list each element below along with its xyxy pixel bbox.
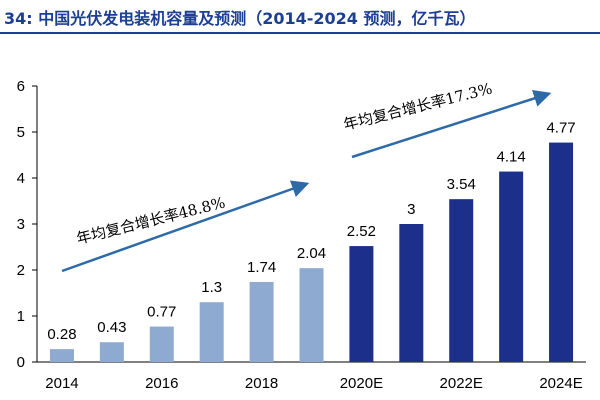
- bar-2022E: [449, 199, 474, 362]
- x-tick-label: 2020E: [340, 375, 383, 392]
- y-tick-label: 2: [17, 262, 25, 279]
- data-label-2018: 1.74: [247, 259, 276, 276]
- data-label-2016: 0.77: [147, 304, 176, 321]
- bar-2023E: [499, 171, 524, 362]
- data-label-2022E: 3.54: [447, 176, 476, 193]
- trend-arrow-forecast: [351, 89, 552, 159]
- bar-2018: [249, 281, 274, 362]
- title-bar: 34: 中国光伏发电装机容量及预测（2014-2024 预测，亿千瓦）: [0, 0, 600, 34]
- data-label-2019: 2.04: [297, 245, 326, 262]
- data-label-2021E: 3: [407, 201, 415, 218]
- y-tick-label: 3: [17, 216, 25, 233]
- chart-title: 34: 中国光伏发电装机容量及预测（2014-2024 预测，亿千瓦）: [4, 9, 476, 28]
- y-tick-label: 6: [17, 78, 25, 95]
- y-tick-label: 5: [17, 124, 25, 141]
- cagr-annotation-forecast: 年均复合增长率17.3%: [342, 79, 494, 133]
- bar-2019: [299, 268, 324, 362]
- data-label-2015: 0.43: [97, 319, 126, 336]
- bar-2016: [149, 326, 174, 362]
- data-label-2017: 1.3: [201, 279, 222, 296]
- x-tick-label: 2014: [45, 375, 78, 392]
- data-label-2024E: 4.77: [546, 120, 575, 137]
- y-tick-label: 4: [17, 170, 25, 187]
- x-tick-label: 2024E: [539, 375, 582, 392]
- bar-2024E: [549, 142, 574, 362]
- data-label-2023E: 4.14: [497, 149, 526, 166]
- data-label-2014: 0.28: [47, 326, 76, 343]
- bar-2014: [49, 349, 74, 362]
- x-tick-label: 2022E: [440, 375, 483, 392]
- x-tick-label: 2018: [245, 375, 278, 392]
- y-tick-label: 0: [17, 354, 25, 371]
- data-label-2020E: 2.52: [347, 223, 376, 240]
- trend-arrow-actual: [61, 180, 310, 273]
- y-tick-label: 1: [17, 308, 25, 325]
- bar-2015: [99, 342, 124, 362]
- title-underline: [0, 32, 600, 34]
- x-tick-label: 2016: [145, 375, 178, 392]
- bar-2021E: [399, 224, 424, 362]
- bar-2020E: [349, 246, 374, 362]
- bar-2017: [199, 302, 224, 362]
